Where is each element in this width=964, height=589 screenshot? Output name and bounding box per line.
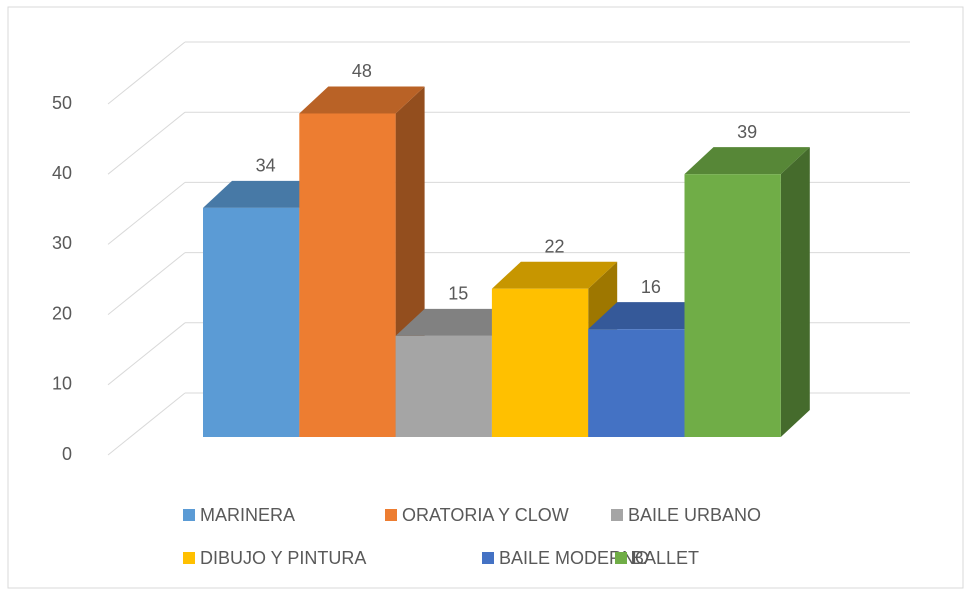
y-tick-label: 0	[62, 444, 72, 464]
chart-frame	[7, 6, 964, 589]
legend-label: MARINERA	[200, 505, 295, 525]
legend-swatch	[611, 509, 623, 521]
bar-side	[780, 147, 810, 437]
bar-top	[684, 147, 810, 175]
legend-swatch	[482, 552, 494, 564]
legend-label: DIBUJO Y PINTURA	[200, 548, 366, 568]
bar	[588, 329, 685, 437]
legend-swatch	[385, 509, 397, 521]
data-label: 39	[737, 122, 757, 142]
grid-line	[107, 41, 186, 105]
data-label: 22	[545, 236, 565, 256]
grid-line	[107, 322, 186, 386]
bar-top	[588, 302, 714, 330]
bar-top	[299, 86, 425, 114]
bar-top	[203, 180, 329, 208]
y-tick-label: 10	[52, 374, 72, 394]
legend-label: BAILE URBANO	[628, 505, 761, 525]
grid-line	[107, 392, 186, 456]
bar	[203, 207, 300, 437]
legend-label: BALLET	[632, 548, 699, 568]
bar-top	[491, 261, 618, 289]
data-label: 16	[641, 277, 661, 297]
y-tick-label: 30	[52, 233, 72, 253]
legend-label: BAILE MODERNO	[499, 548, 649, 568]
legend-label: ORATORIA Y CLOW	[402, 505, 569, 525]
legend-swatch	[615, 552, 627, 564]
y-tick-label: 40	[52, 163, 72, 183]
bar-top	[395, 308, 521, 336]
data-label: 15	[448, 284, 468, 304]
y-tick-label: 50	[52, 93, 72, 113]
grid-line	[107, 182, 186, 245]
y-tick-label: 20	[52, 303, 72, 323]
bar	[395, 335, 492, 437]
bar	[491, 288, 589, 437]
legend-swatch	[183, 509, 195, 521]
bar	[684, 174, 781, 437]
data-label: 34	[256, 156, 276, 176]
bar	[299, 113, 396, 437]
legend-swatch	[183, 552, 195, 564]
data-label: 48	[352, 61, 372, 81]
grid-line	[107, 111, 186, 175]
grid-line	[107, 252, 186, 315]
